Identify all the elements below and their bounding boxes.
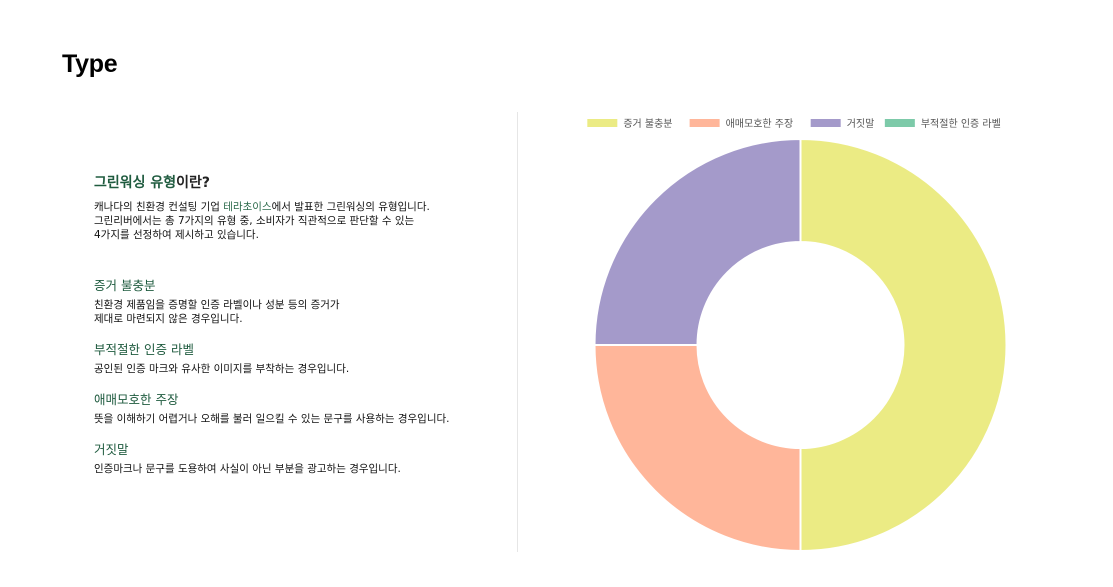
type-desc: 인증마크나 문구를 도용하여 사실이 아닌 부분을 광고하는 경우입니다.	[94, 462, 504, 476]
donut-slice[interactable]	[593, 344, 802, 553]
info-heading: 그린워싱 유형이란?	[94, 172, 504, 192]
type-item-improper-label: 부적절한 인증 라벨 공인된 인증 마크와 유사한 이미지를 부착하는 경우입니…	[94, 339, 504, 376]
type-desc-line1: 뜻을 이해하기 어렵거나 오해를 불러 일으킬 수 있는 문구를 사용하는 경우…	[94, 413, 450, 425]
type-desc-line2: 제대로 마련되지 않은 경우입니다.	[94, 313, 243, 325]
legend-item[interactable]: 부적절한 인증 라벨	[884, 117, 1001, 130]
donut-slice[interactable]	[593, 137, 802, 346]
intro-brand: 테라초이스	[223, 201, 272, 213]
type-desc: 뜻을 이해하기 어렵거나 오해를 불러 일으킬 수 있는 문구를 사용하는 경우…	[94, 412, 504, 426]
donut-chart: 증거 불충분 애매모호한 주장 거짓말 부적절한 인증 라벨	[587, 117, 1008, 553]
intro-part2: 에서 발표한 그린워싱의 유형입니다.	[271, 201, 430, 213]
info-intro: 캐나다의 친환경 컨설팅 기업 테라초이스에서 발표한 그린워싱의 유형입니다.…	[94, 200, 504, 242]
legend-swatch	[810, 119, 841, 127]
intro-line3: 4가지를 선정하여 제시하고 있습니다.	[94, 229, 259, 241]
legend-item[interactable]: 거짓말	[810, 118, 875, 130]
type-item-vague-claim: 애매모호한 주장 뜻을 이해하기 어렵거나 오해를 불러 일으킬 수 있는 문구…	[94, 389, 504, 426]
legend-label: 애매모호한 주장	[726, 118, 794, 130]
type-name: 증거 불충분	[94, 278, 156, 293]
type-desc-line1: 공인된 인증 마크와 유사한 이미지를 부착하는 경우입니다.	[94, 363, 350, 375]
type-name: 부적절한 인증 라벨	[94, 342, 194, 357]
legend-label: 부적절한 인증 라벨	[921, 117, 1001, 130]
intro-line2: 그린리버에서는 총 7가지의 유형 중, 소비자가 직관적으로 판단할 수 있는	[94, 215, 415, 227]
type-name: 애매모호한 주장	[94, 392, 179, 407]
type-item-lie: 거짓말 인증마크나 문구를 도용하여 사실이 아닌 부분을 광고하는 경우입니다…	[94, 439, 504, 476]
legend-swatch	[587, 119, 618, 127]
legend-swatch	[884, 119, 915, 127]
page-title: Type	[62, 50, 118, 78]
info-panel: 그린워싱 유형이란? 캐나다의 친환경 컨설팅 기업 테라초이스에서 발표한 그…	[94, 172, 504, 489]
info-heading-rest: 이란?	[176, 175, 211, 191]
type-name: 거짓말	[94, 442, 129, 457]
type-desc: 공인된 인증 마크와 유사한 이미지를 부착하는 경우입니다.	[94, 362, 504, 376]
info-heading-accent: 그린워싱 유형	[94, 175, 177, 191]
intro-part1: 캐나다의 친환경 컨설팅 기업	[94, 201, 224, 213]
legend-swatch	[689, 119, 720, 127]
type-desc-line1: 인증마크나 문구를 도용하여 사실이 아닌 부분을 광고하는 경우입니다.	[94, 463, 401, 475]
legend-label: 거짓말	[847, 118, 875, 130]
type-desc-line1: 친환경 제품임을 증명할 인증 라벨이나 성분 등의 증거가	[94, 299, 340, 311]
legend-item[interactable]: 애매모호한 주장	[689, 118, 794, 130]
vertical-divider	[517, 112, 518, 552]
legend-item[interactable]: 증거 불충분	[587, 118, 673, 130]
donut-slice[interactable]	[799, 137, 1008, 553]
legend-label: 증거 불충분	[623, 118, 672, 130]
